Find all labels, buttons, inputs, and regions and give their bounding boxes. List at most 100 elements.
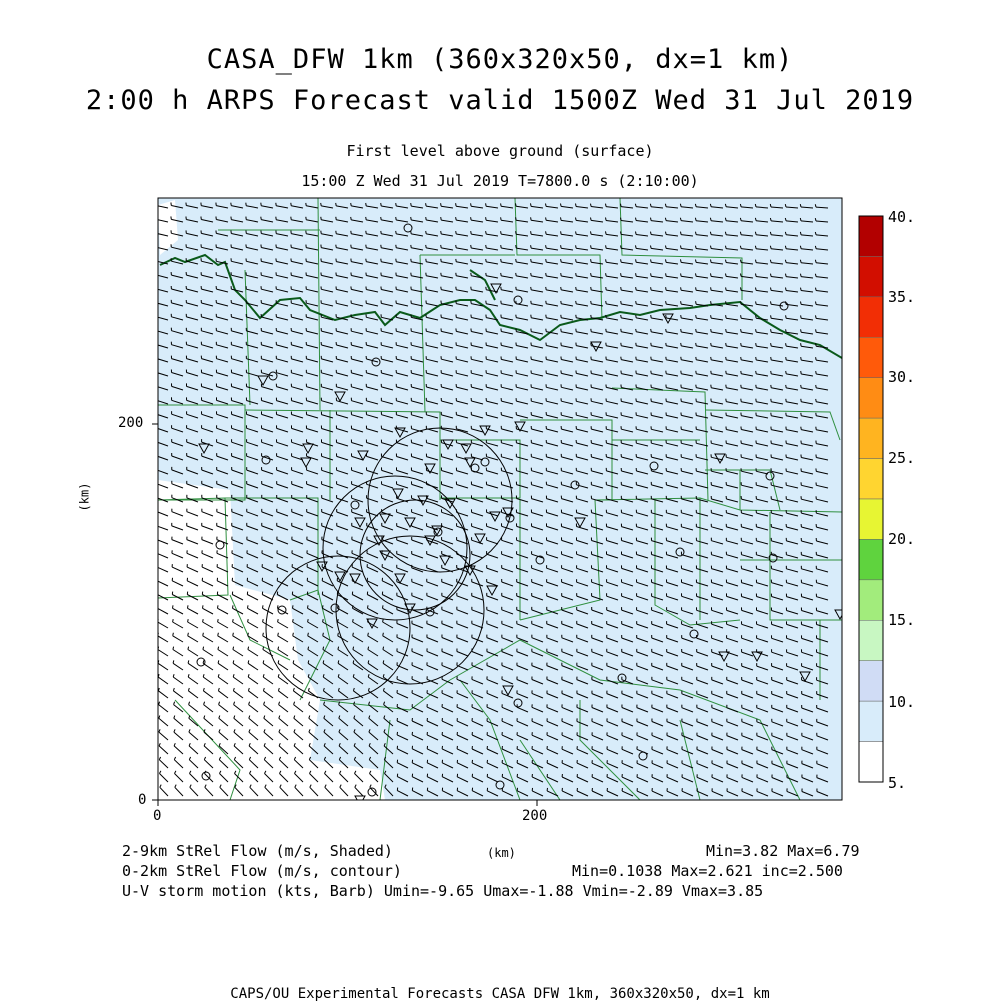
wind-barb-flag [576, 287, 577, 290]
wind-barb-flag [606, 273, 607, 276]
wind-barb-flag [681, 315, 682, 318]
wind-barb-flag [816, 357, 817, 360]
wind-barb-flag [726, 329, 727, 332]
wind-barb-flag [396, 203, 397, 206]
wind-barb-flag [323, 633, 324, 636]
wind-barb-flag [188, 605, 189, 608]
wind-barb-flag [368, 660, 369, 663]
wind-barb-flag [666, 329, 667, 332]
wind-barb-flag [726, 343, 727, 346]
wind-barb-flag [756, 301, 757, 304]
wind-barb-flag [561, 217, 562, 220]
wind-barb-flag [591, 287, 592, 290]
wind-barb-flag [785, 246, 786, 249]
wind-barb-flag [336, 203, 337, 206]
wind-barb-flag [696, 232, 697, 235]
wind-barb-flag [651, 232, 652, 235]
wind-barb-flag [816, 315, 817, 318]
wind-barb-flag [725, 204, 726, 207]
wind-barb-flag [621, 232, 622, 235]
wind-barb-flag [651, 287, 652, 290]
wind-barb-flag [606, 287, 607, 290]
wind-barb-flag [815, 274, 816, 277]
wind-barb-flag [456, 217, 457, 220]
wind-barb-flag [426, 217, 427, 220]
wind-barb-flag [621, 301, 622, 304]
wind-barb-flag [755, 218, 756, 221]
wind-barb-flag [188, 660, 189, 663]
wind-barb-flag [293, 619, 294, 622]
wind-barb-flag [293, 660, 294, 663]
wind-barb-flag [621, 204, 622, 207]
wind-barb-flag [801, 357, 802, 360]
wind-barb-flag [516, 259, 517, 262]
wind-barb-flag [681, 301, 682, 304]
wind-barb-flag [278, 605, 279, 608]
wind-barb-flag [636, 245, 637, 248]
y-tick-0: 0 [138, 792, 146, 808]
wind-barb-flag [501, 203, 502, 206]
wind-barb-flag [786, 343, 787, 346]
wind-barb-flag [771, 357, 772, 360]
wind-barb-flag [591, 273, 592, 276]
wind-barb-flag [308, 619, 309, 622]
wind-barb-flag [351, 217, 352, 220]
wind-barb-flag [368, 647, 369, 650]
wind-barb-flag [411, 203, 412, 206]
wind-barb-flag [203, 633, 204, 636]
wind-barb-flag [665, 218, 666, 221]
wind-barb-flag [726, 357, 727, 360]
wind-barb-flag [681, 343, 682, 346]
wind-barb-flag [786, 315, 787, 318]
wind-barb-flag [650, 204, 651, 207]
wind-barb-flag [516, 203, 517, 206]
wind-barb-flag [576, 218, 577, 221]
wind-barb-flag [771, 274, 772, 277]
wind-barb-flag [726, 246, 727, 249]
wind-barb-flag [501, 273, 502, 276]
wind-barb-flag [606, 245, 607, 248]
wind-barb-flag [786, 329, 787, 332]
wind-barb-flag [800, 204, 801, 207]
wind-barb-flag [621, 287, 622, 290]
wind-barb-flag [651, 259, 652, 262]
wind-barb-flag [801, 385, 802, 388]
wind-barb-flag [338, 633, 339, 636]
wind-barb-flag [756, 329, 757, 332]
wind-barb-flag [815, 204, 816, 207]
legend-units: (km) [487, 846, 516, 860]
wind-barb-flag [338, 647, 339, 650]
wind-barb-flag [681, 273, 682, 276]
wind-barb-flag [756, 371, 757, 374]
wind-barb-flag [681, 287, 682, 290]
wind-barb-flag [666, 301, 667, 304]
wind-barb-flag [711, 246, 712, 249]
wind-barb-flag [173, 619, 174, 622]
wind-barb-flag [561, 287, 562, 290]
wind-barb-flag [441, 231, 442, 234]
wind-barb-flag [666, 287, 667, 290]
wind-barb-flag [546, 231, 547, 234]
wind-barb-flag [741, 260, 742, 263]
wind-barb-flag [383, 660, 384, 663]
wind-barb-flag [576, 231, 577, 234]
wind-barb-flag [396, 231, 397, 234]
wind-barb-flag [426, 231, 427, 234]
wind-barb-flag [441, 217, 442, 220]
wind-barb-flag [486, 245, 487, 248]
wind-barb-flag [576, 273, 577, 276]
wind-barb-flag [636, 301, 637, 304]
wind-barb-flag [353, 647, 354, 650]
wind-barb-flag [203, 647, 204, 650]
wind-barb-flag [621, 273, 622, 276]
wind-barb-flag [771, 329, 772, 332]
y-tick-200: 200 [118, 415, 143, 431]
wind-barb-flag [651, 315, 652, 318]
wind-barb-flag [263, 647, 264, 650]
wind-barb-flag [323, 619, 324, 622]
wind-barb-flag [665, 204, 666, 207]
wind-barb-flag [741, 343, 742, 346]
wind-barb-flag [651, 218, 652, 221]
wind-barb-flag [471, 203, 472, 206]
wind-barb-flag [755, 232, 756, 235]
